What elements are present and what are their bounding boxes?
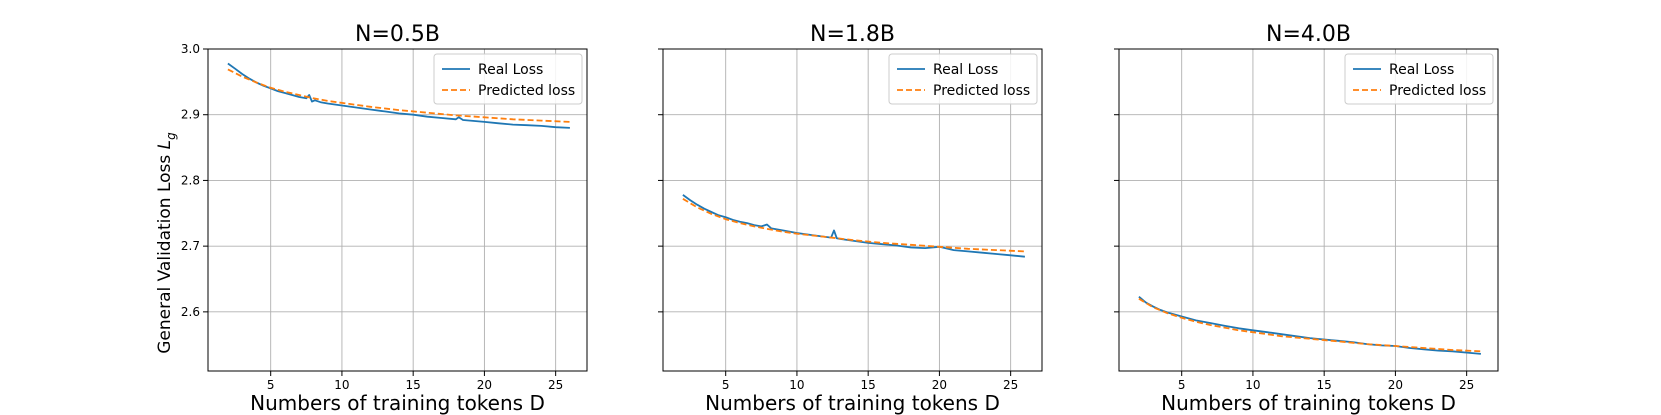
panel-title: N=4.0B	[1266, 22, 1351, 47]
predicted-loss-line	[1138, 297, 1481, 353]
shared-y-axis-label: General Validation Loss Lg	[155, 132, 178, 354]
x-tick-label: 5	[722, 378, 730, 392]
x-tick-label: 20	[477, 378, 492, 392]
legend: Real Loss Predicted loss	[888, 53, 1038, 105]
chart-panel-3: 5 10 15 20 25 N=4.0B Numbers of training token…	[1114, 22, 1499, 415]
x-tick-label: 10	[789, 378, 804, 392]
y-tick-label: 2.7	[181, 239, 200, 253]
x-tick-label: 10	[1245, 378, 1260, 392]
y-axis-label-text: General Validation Loss	[155, 149, 175, 353]
legend-label: Real Loss	[478, 62, 543, 78]
x-tick-label: 15	[861, 378, 876, 392]
legend-box	[1344, 53, 1494, 105]
x-axis-label: Numbers of training tokens D	[1161, 391, 1456, 415]
legend-box	[433, 53, 583, 105]
y-tick-label: 2.8	[181, 173, 200, 187]
x-tick-label: 20	[932, 378, 947, 392]
x-tick-label: 25	[1003, 378, 1018, 392]
real-loss-line	[1138, 296, 1481, 355]
chart-panel-2: 5 10 15 20 25 N=1.8B Numbers of training token…	[658, 22, 1043, 415]
x-tick-label: 15	[1317, 378, 1332, 392]
y-axis-label-symbol: L	[155, 140, 175, 149]
x-axis-label: Numbers of training tokens D	[705, 391, 1000, 415]
x-axis-label: Numbers of training tokens D	[250, 391, 545, 415]
y-tick-label: 2.9	[181, 108, 200, 122]
predicted-loss-line	[227, 68, 570, 123]
legend: Real Loss Predicted loss	[1344, 53, 1494, 105]
legend-label: Predicted loss	[1389, 83, 1486, 99]
legend-label: Predicted loss	[478, 83, 575, 99]
y-tick-label: 2.6	[181, 305, 200, 319]
chart-panel-1: 5 10 15 20 25 2.6 2.7 2.8 2.9 3.0 N=0.5B Numbers of…	[181, 22, 588, 415]
x-tick-label: 20	[1388, 378, 1403, 392]
panel-title: N=0.5B	[355, 22, 440, 47]
plot-frame	[662, 48, 1043, 372]
x-tick-label: 25	[548, 378, 563, 392]
x-tick-label: 5	[1178, 378, 1186, 392]
x-tick-label: 10	[334, 378, 349, 392]
x-tick-label: 25	[1459, 378, 1474, 392]
y-axis-label-subscript: g	[164, 132, 178, 140]
predicted-loss-line	[682, 198, 1025, 253]
chart-panels: 5 10 15 20 25 2.6 2.7 2.8 2.9 3.0 N=0.5B Numbers of…	[181, 22, 1499, 415]
legend-label: Real Loss	[1389, 62, 1454, 78]
plot-frame	[207, 48, 588, 372]
x-tick-label: 15	[406, 378, 421, 392]
y-tick-label: 3.0	[181, 42, 200, 56]
legend-label: Predicted loss	[933, 83, 1030, 99]
plot-frame	[1118, 48, 1499, 372]
x-tick-label: 5	[267, 378, 275, 392]
panel-title: N=1.8B	[810, 22, 895, 47]
real-loss-line	[682, 194, 1025, 258]
legend: Real Loss Predicted loss	[433, 53, 583, 105]
legend-box	[888, 53, 1038, 105]
legend-label: Real Loss	[933, 62, 998, 78]
